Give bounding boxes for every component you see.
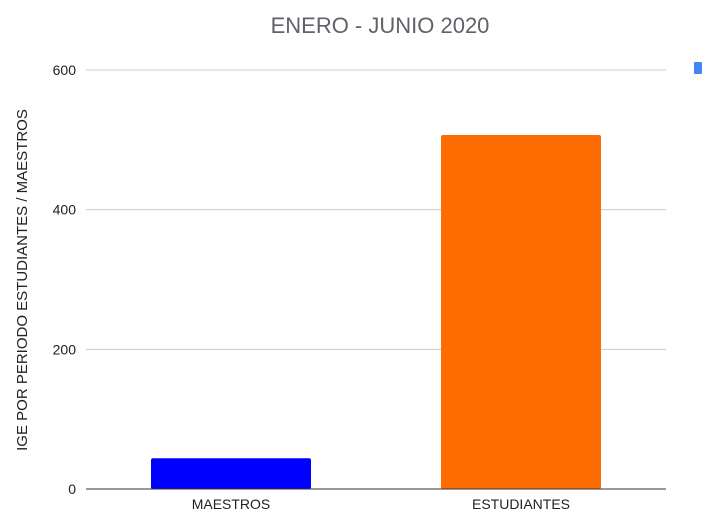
chart-title: ENERO - JUNIO 2020 bbox=[271, 13, 490, 38]
y-tick-label: 200 bbox=[53, 341, 77, 357]
y-tick-label: 400 bbox=[53, 202, 77, 218]
x-axis-ticks: MAESTROS ESTUDIANTES bbox=[192, 496, 570, 512]
legend-marker bbox=[694, 62, 702, 74]
bars bbox=[151, 134, 601, 489]
bar-maestros bbox=[151, 458, 311, 489]
x-tick-label: MAESTROS bbox=[192, 496, 271, 512]
y-tick-label: 0 bbox=[68, 481, 76, 497]
bar-estudiantes bbox=[441, 134, 601, 489]
y-axis-label: IGE POR PERIODO ESTUDIANTES / MAESTROS bbox=[14, 109, 31, 451]
y-tick-label: 600 bbox=[53, 62, 77, 78]
y-axis-ticks: 0 200 400 600 bbox=[53, 62, 77, 497]
x-tick-label: ESTUDIANTES bbox=[472, 496, 570, 512]
